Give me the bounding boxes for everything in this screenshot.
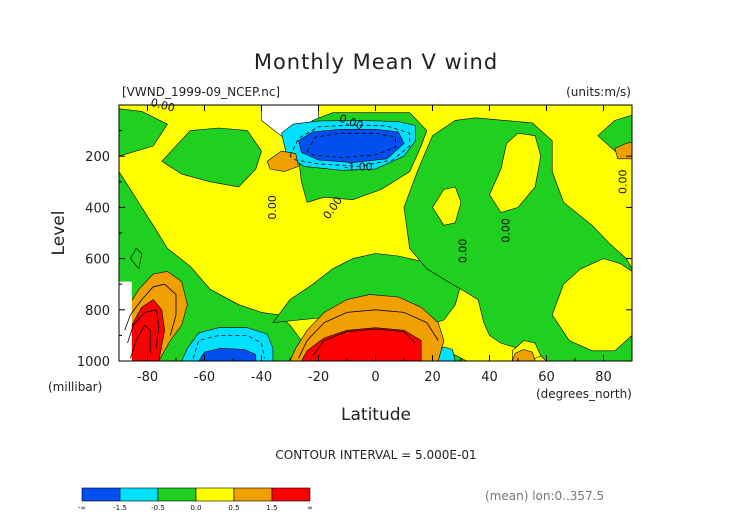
contour-region-8 [489, 132, 542, 213]
x-tick-label-5: 20 [424, 370, 441, 385]
contour-interval-label: CONTOUR INTERVAL = 5.000E-01 [275, 448, 476, 462]
contour-region-9 [432, 186, 462, 226]
units-label: (units:m/s) [566, 85, 631, 99]
x-tick-label-3: -20 [308, 370, 329, 385]
colorbar-swatch-4 [233, 487, 273, 502]
colorbar-swatch-3 [195, 487, 235, 502]
contour-label-3: 0.00 [266, 195, 279, 220]
colorbar-tick-label-4: 0.5 [228, 504, 239, 512]
x-axis-title: Latitude [341, 405, 411, 425]
x-tick-label-6: 40 [481, 370, 498, 385]
contour-label-7: 0.00 [616, 170, 629, 195]
x-unit-label: (degrees_north) [536, 387, 632, 401]
missing-data-mask [119, 281, 132, 361]
axis-ticks: -80 -60 -40 -20 0 20 40 60 80 200 400 600 800 1000 [77, 105, 633, 385]
x-tick-label-0: -80 [137, 370, 158, 385]
x-tick-label-2: -40 [251, 370, 272, 385]
contour-lines [124, 124, 439, 359]
plot-area [118, 104, 633, 362]
colorbar-tick-label-2: -0.5 [151, 504, 165, 512]
contour-line-2 [130, 324, 151, 359]
contour-line-1 [127, 309, 160, 349]
y-tick-label-2: 600 [85, 253, 110, 268]
colorbar-tick-label-0: -∞ [78, 504, 86, 512]
x-tick-label-4: 0 [371, 370, 379, 385]
y-tick-label-1: 400 [85, 201, 110, 216]
x-tick-label-7: 60 [538, 370, 555, 385]
contour-line-6 [306, 132, 396, 158]
colorbar-tick-label-3: 0.0 [190, 504, 201, 512]
colorbar-swatch-5 [271, 487, 311, 502]
y-tick-label-0: 200 [85, 150, 110, 165]
y-unit-label: (millibar) [48, 380, 102, 394]
colorbar-swatch-0 [81, 487, 121, 502]
x-tick-label-8: 80 [595, 370, 612, 385]
contour-line-4 [312, 328, 416, 357]
file-label: [VWND_1999-09_NCEP.nc] [122, 85, 280, 99]
contour-region-14 [298, 129, 405, 163]
contour-line-7 [192, 334, 265, 359]
colorbar: -∞ -1.5 -0.5 0.0 0.5 1.5 ∞ [78, 487, 313, 512]
colorbar-tick-label-6: ∞ [307, 504, 313, 512]
contour-region-19 [301, 327, 422, 362]
colorbar-swatch-1 [119, 487, 159, 502]
contour-label-2: -1.00 [344, 160, 372, 173]
contour-region-2 [161, 127, 262, 188]
contour-label-6: 0.00 [499, 218, 512, 243]
y-tick-label-4: 1000 [77, 355, 110, 370]
colorbar-tick-label-1: -1.5 [113, 504, 127, 512]
colorbar-swatch-2 [157, 487, 197, 502]
contour-line-0 [124, 283, 177, 336]
contour-region-12 [130, 248, 143, 270]
y-axis-title: Level [49, 211, 69, 256]
contour-line-5 [289, 124, 411, 167]
y-tick-label-3: 800 [85, 304, 110, 319]
chart-title: Monthly Mean V wind [254, 50, 498, 74]
contour-labels: 0.000.00-1.000.00 0.000.000.000.00 [149, 96, 629, 263]
x-tick-label-1: -60 [194, 370, 215, 385]
colorbar-tick-label-5: 1.5 [266, 504, 277, 512]
contour-line-3 [298, 309, 439, 359]
mean-label: (mean) lon:0..357.5 [485, 489, 604, 503]
contour-label-5: 0.00 [457, 239, 470, 264]
